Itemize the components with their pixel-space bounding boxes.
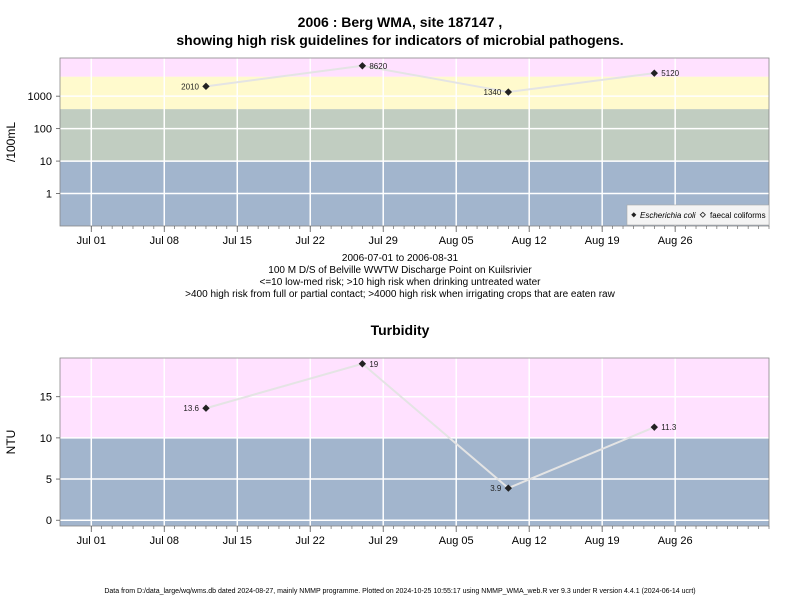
data-point	[504, 88, 513, 96]
y-axis-label: /100mL	[4, 122, 18, 162]
y-tick-label: 10	[40, 433, 52, 445]
caption-date-range: 2006-07-01 to 2006-08-31	[341, 253, 459, 264]
risk-band-0	[60, 437, 769, 526]
data-label: 11.3	[661, 423, 677, 432]
x-tick-label: Aug 12	[512, 535, 547, 547]
y-tick-label: 1000	[28, 91, 52, 103]
data-label: 8620	[369, 62, 387, 71]
legend-label-faecal-coliforms: faecal coliforms	[710, 211, 766, 220]
data-point	[650, 69, 658, 77]
data-point	[358, 62, 367, 70]
x-tick-label: Aug 05	[439, 535, 474, 547]
y-tick-label: 0	[46, 515, 52, 527]
data-label: 19	[369, 360, 378, 369]
y-axis-label: NTU	[4, 430, 18, 455]
y-tick-label: 1	[46, 189, 52, 201]
chart-title-line-2: showing high risk guidelines for indicat…	[176, 32, 624, 48]
data-point	[650, 423, 658, 431]
legend-marker-faecal-coliforms	[699, 211, 706, 218]
x-tick-label: Aug 19	[585, 535, 620, 547]
chart-title-line-1: 2006 : Berg WMA, site 187147 ,	[297, 14, 503, 30]
x-tick-label: Aug 12	[512, 235, 547, 247]
risk-band-1	[60, 109, 769, 162]
data-point	[358, 360, 367, 368]
caption-site: 100 M D/S of Belville WWTW Discharge Poi…	[268, 265, 532, 276]
legend-box	[626, 204, 770, 226]
data-point	[504, 484, 513, 492]
risk-band-1	[60, 358, 769, 438]
x-tick-label: Jul 15	[223, 535, 252, 547]
y-tick-label: 5	[46, 474, 52, 486]
chart-caption: 2006-07-01 to 2006-08-31 100 M D/S of Be…	[0, 253, 800, 301]
x-tick-label: Aug 19	[585, 235, 620, 247]
x-tick-label: Jul 08	[150, 235, 179, 247]
series-line	[205, 64, 655, 94]
x-tick-label: Aug 05	[439, 235, 474, 247]
risk-band-2	[60, 76, 769, 110]
data-point	[202, 82, 210, 91]
legend-label-e-coli: Escherichia coli	[640, 211, 696, 220]
x-tick-label: Jul 29	[369, 235, 398, 247]
data-label: 5120	[661, 69, 679, 78]
x-tick-label: Jul 08	[150, 535, 179, 547]
data-label: 3.9	[490, 484, 502, 493]
x-tick-label: Jul 22	[296, 535, 325, 547]
data-label: 13.6	[183, 404, 199, 413]
caption-contact-risk: >400 high risk from full or partial cont…	[185, 289, 615, 300]
data-point	[202, 404, 210, 412]
x-tick-label: Jul 01	[77, 235, 106, 247]
series-line	[205, 362, 655, 490]
data-label: 2010	[181, 82, 199, 91]
x-tick-label: Jul 29	[369, 535, 398, 547]
x-tick-label: Jul 01	[77, 535, 106, 547]
caption-drinking-risk: <=10 low-med risk; >10 high risk when dr…	[259, 277, 541, 288]
y-tick-label: 100	[34, 124, 52, 136]
y-tick-label: 15	[40, 392, 52, 404]
y-tick-label: 10	[40, 156, 52, 168]
x-tick-label: Jul 22	[296, 235, 325, 247]
x-tick-label: Aug 26	[658, 235, 693, 247]
x-tick-label: Aug 26	[658, 535, 693, 547]
data-label: 1340	[484, 88, 502, 97]
x-tick-label: Jul 15	[223, 235, 252, 247]
footer-note: Data from D:/data_large/wq/wms.db dated …	[104, 588, 696, 595]
turbidity-chart-title: Turbidity	[370, 322, 430, 338]
